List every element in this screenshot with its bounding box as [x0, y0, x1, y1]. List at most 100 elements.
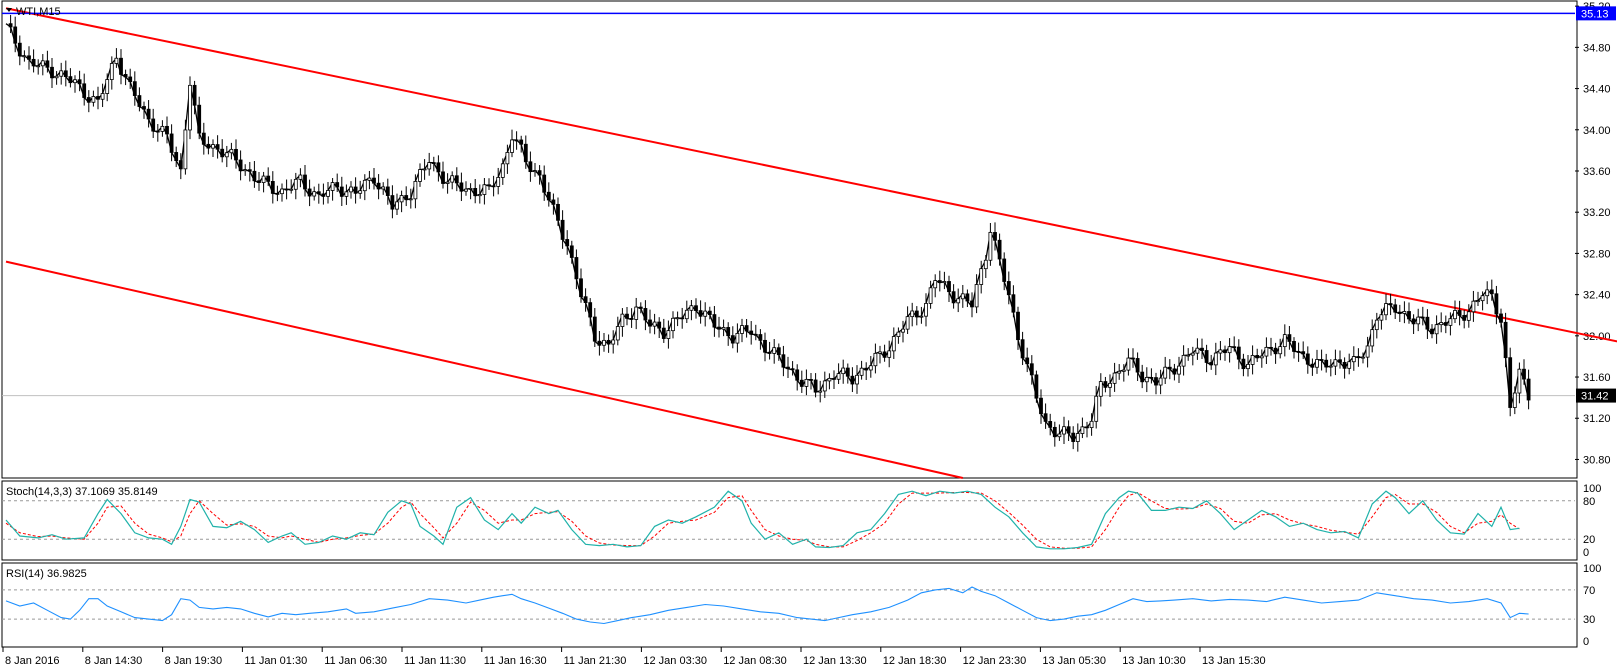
candle-body — [82, 83, 87, 98]
candle-body — [560, 219, 565, 240]
candle-body — [974, 284, 979, 308]
candle-body — [1029, 363, 1034, 376]
time-axis-label: 12 Jan 23:30 — [963, 655, 1027, 667]
candle-body — [436, 162, 441, 173]
time-axis-label: 8 Jan 2016 — [5, 655, 59, 667]
candle-body — [477, 194, 482, 197]
candle-body — [602, 339, 606, 346]
candle-body — [565, 239, 570, 247]
candle-body — [418, 169, 422, 182]
candle-body — [1163, 366, 1168, 379]
candle-body — [887, 350, 892, 358]
time-axis-label: 13 Jan 15:30 — [1202, 655, 1266, 667]
time-axis-label: 8 Jan 19:30 — [165, 655, 223, 667]
price-axis-label: 32.80 — [1583, 248, 1611, 260]
channel-lower-line[interactable] — [5, 260, 964, 479]
candle-body — [422, 168, 427, 171]
candle-body — [1135, 358, 1140, 373]
candle-body — [312, 191, 317, 197]
candle-body — [1499, 313, 1503, 323]
candle-body — [832, 377, 836, 380]
candle-body — [1393, 304, 1398, 313]
candle-body — [1439, 322, 1444, 326]
candle-body — [1411, 318, 1416, 325]
indicator-axis-label: 0 — [1583, 636, 1589, 648]
candle-body — [928, 287, 933, 304]
indicator-axis-label: 30 — [1583, 614, 1595, 626]
candle-body — [86, 97, 91, 103]
candle-body — [155, 130, 160, 133]
candle-body — [303, 174, 307, 190]
candle-body — [316, 191, 321, 195]
candle-body — [358, 190, 363, 194]
candle-body — [519, 139, 524, 145]
price-axis-label: 30.80 — [1583, 454, 1611, 466]
symbol-header[interactable]: WTI,M15 — [6, 6, 61, 18]
candle-body — [1204, 350, 1209, 363]
candle-body — [993, 232, 997, 241]
candle-body — [648, 319, 652, 327]
candle-body — [275, 192, 280, 195]
candle-body — [933, 280, 938, 289]
candle-body — [119, 57, 123, 75]
candle-body — [1503, 321, 1508, 359]
candle-body — [1494, 293, 1499, 315]
candle-body — [1016, 311, 1020, 341]
dropdown-triangle-icon[interactable] — [6, 8, 12, 12]
candle-body — [818, 390, 823, 393]
candle-body — [1140, 371, 1145, 383]
candle-body — [1181, 354, 1186, 367]
candle-body — [1144, 377, 1149, 383]
candle-body — [537, 170, 542, 176]
candle-body — [1039, 397, 1043, 415]
candle-body — [464, 188, 468, 192]
candle-body — [1246, 364, 1250, 370]
candle-body — [721, 327, 726, 330]
candle-body — [684, 309, 689, 320]
candle-body — [551, 199, 556, 205]
candle-body — [937, 280, 942, 284]
candle-body — [813, 379, 818, 393]
candle-body — [1305, 353, 1310, 365]
candle-body — [956, 298, 961, 304]
candle-body — [8, 23, 13, 28]
candle-body — [1476, 300, 1480, 303]
candle-body — [588, 302, 593, 318]
candle-body — [707, 310, 712, 315]
channel-upper-line[interactable] — [5, 7, 1617, 343]
candle-body — [1259, 355, 1264, 359]
candle-body — [192, 84, 197, 106]
candle-body — [146, 108, 151, 120]
price-panel[interactable]: 35.2034.8034.4034.0033.6033.2032.8032.40… — [1, 0, 1617, 479]
candle-body — [712, 314, 717, 328]
candle-body — [220, 148, 225, 158]
candle-body — [753, 333, 758, 336]
candle-body — [427, 162, 432, 170]
candle-body — [215, 144, 220, 150]
candle-body — [1057, 433, 1062, 438]
candle-body — [1241, 358, 1246, 370]
rsi-panel[interactable]: 100 70 30 0 RSI(14) 36.9825 — [1, 562, 1601, 648]
candle-body — [1443, 322, 1448, 326]
candle-body — [1167, 366, 1172, 370]
candle-body — [459, 182, 464, 192]
candle-body — [997, 239, 1002, 260]
candle-body — [395, 201, 399, 210]
candle-body — [947, 281, 951, 293]
candle-body — [942, 281, 947, 284]
candle-body — [408, 198, 413, 201]
candle-body — [1062, 426, 1066, 435]
candle-body — [1002, 258, 1007, 282]
candle-body — [951, 291, 956, 304]
candle-body — [238, 159, 243, 172]
candle-body — [1273, 347, 1278, 355]
candle-body — [988, 232, 993, 261]
indicator-axis-label: 80 — [1583, 496, 1595, 508]
candle-body — [822, 380, 827, 392]
candle-body — [50, 66, 54, 79]
candle-body — [799, 379, 804, 387]
candle-body — [1480, 295, 1485, 302]
candle-body — [1365, 345, 1370, 358]
candle-body — [63, 70, 68, 78]
